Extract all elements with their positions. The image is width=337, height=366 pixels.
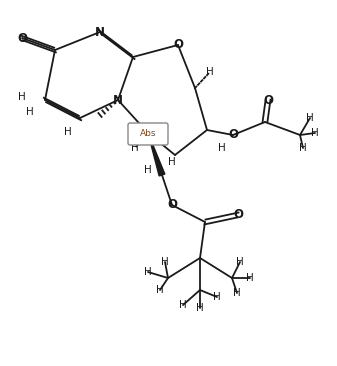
Text: H: H — [161, 257, 169, 267]
Text: H: H — [18, 92, 26, 102]
Text: H: H — [311, 128, 319, 138]
Text: H: H — [144, 165, 152, 175]
Text: N: N — [95, 26, 105, 38]
Text: H: H — [168, 157, 176, 167]
Text: H: H — [236, 257, 244, 267]
Text: O: O — [263, 93, 273, 107]
Text: H: H — [206, 67, 214, 77]
Text: H: H — [179, 300, 187, 310]
FancyBboxPatch shape — [128, 123, 168, 145]
Text: H: H — [233, 288, 241, 298]
Text: Abs: Abs — [140, 128, 156, 138]
Text: H: H — [156, 285, 164, 295]
Text: H: H — [131, 143, 139, 153]
Text: O: O — [17, 31, 27, 45]
Text: O: O — [228, 128, 238, 142]
Text: H: H — [196, 303, 204, 313]
Text: O: O — [167, 198, 177, 212]
Text: O: O — [173, 38, 183, 52]
Text: N: N — [113, 93, 123, 107]
Text: H: H — [26, 107, 34, 117]
Text: H: H — [306, 113, 314, 123]
Text: H: H — [144, 267, 152, 277]
Polygon shape — [148, 133, 165, 176]
Text: H: H — [246, 273, 254, 283]
Text: H: H — [218, 143, 226, 153]
Text: H: H — [213, 292, 221, 302]
Text: H: H — [299, 143, 307, 153]
Text: H: H — [64, 127, 72, 137]
Text: O: O — [233, 209, 243, 221]
